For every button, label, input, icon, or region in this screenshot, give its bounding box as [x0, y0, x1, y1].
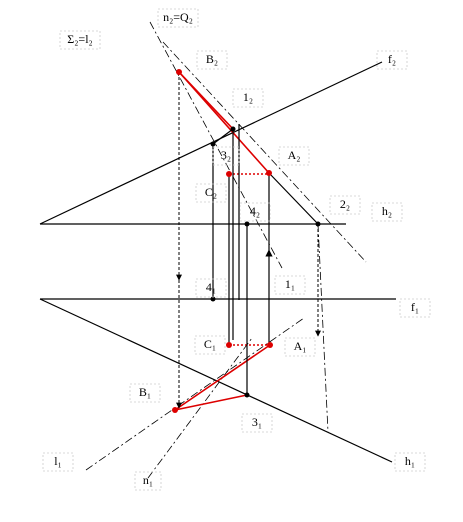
point-label: f₁ — [411, 300, 419, 314]
point-label: C₂ — [205, 185, 217, 199]
point-label: C₁ — [204, 337, 216, 351]
labels: n₂=Q₂ Σ₂=l₂ B₂ f₂ 1₂ 3₂ A₂ C₂ 4₂ 2₂ h₂ 4₁ 1₁ f₁ C₁ A₁ B₁… — [42, 8, 431, 491]
point-label: n₂=Q₂ — [163, 10, 193, 24]
point-label: 2₂ — [340, 197, 350, 211]
point-label: h₁ — [405, 454, 415, 468]
label-box — [212, 146, 240, 166]
point-label: Σ₂=l₂ — [67, 32, 92, 46]
point-label: A₂ — [288, 148, 301, 162]
point-label: B₁ — [139, 385, 151, 399]
point-label: n₁ — [143, 473, 153, 487]
point-label: l₁ — [54, 454, 62, 468]
point-label: h₂ — [382, 204, 392, 218]
construction-lines — [39, 21, 396, 479]
point-label: 4₁ — [206, 280, 216, 294]
point-label: B₂ — [206, 52, 218, 66]
label-box — [134, 471, 162, 491]
label-box — [59, 30, 101, 50]
point-label: 3₁ — [252, 415, 262, 429]
point-label: 1₁ — [285, 277, 295, 291]
point-label: f₂ — [388, 52, 396, 66]
label-box — [157, 8, 199, 28]
point-label: A₁ — [294, 339, 307, 353]
point-label: 1₂ — [243, 90, 253, 104]
point-label: 3₂ — [221, 148, 231, 162]
point-label: 4₂ — [250, 204, 260, 218]
